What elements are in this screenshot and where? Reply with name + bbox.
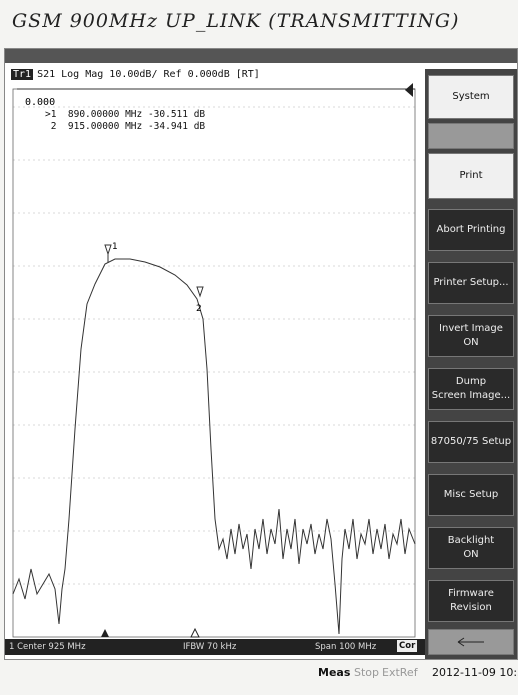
softkey[interactable]: Invert Image ON xyxy=(428,315,514,357)
softkey-label: Screen Image... xyxy=(431,390,511,401)
marker-readout: >1 890.00000 MHz -30.511 dB xyxy=(45,109,206,120)
return-icon xyxy=(457,637,484,647)
marker-readout: 2 915.00000 MHz -34.941 dB xyxy=(45,121,206,132)
stimulus-marker xyxy=(101,629,109,637)
menu-bar xyxy=(5,49,517,63)
handwritten-title: GSM 900MHz UP_LINK (TRANSMITTING) xyxy=(12,10,460,32)
center-freq: 1 Center 925 MHz xyxy=(9,642,86,652)
marker-tag: 1 xyxy=(112,242,118,252)
stimulus-marker xyxy=(190,627,200,638)
ref-level: 0.000 xyxy=(25,97,56,108)
softkey-label: Revision xyxy=(450,602,492,613)
softkey[interactable]: Dump Screen Image... xyxy=(428,368,514,410)
softkey-label: Dump xyxy=(455,376,487,387)
span: Span 100 MHz xyxy=(315,642,377,652)
softkey[interactable]: Abort Printing xyxy=(428,209,514,251)
grid xyxy=(13,106,415,585)
marker-tag: 2 xyxy=(196,304,202,314)
softkey-panel: System Print Abort Printing Printer Setu… xyxy=(425,69,517,659)
softkey[interactable]: Firmware Revision xyxy=(428,580,514,622)
ref-arrow xyxy=(405,83,413,97)
softkey[interactable]: 87050/75 Setup xyxy=(428,421,514,463)
softkey-title: System xyxy=(428,75,514,119)
plot-frame xyxy=(12,88,416,638)
status-meas: Meas xyxy=(318,666,351,679)
softkey-label: Invert Image xyxy=(439,323,503,334)
softkey[interactable]: Printer Setup... xyxy=(428,262,514,304)
softkey[interactable]: Backlight ON xyxy=(428,527,514,569)
softkey[interactable]: Misc Setup xyxy=(428,474,514,516)
status-stop: Stop xyxy=(354,666,380,679)
status-extref: ExtRef xyxy=(382,666,418,679)
softkey[interactable]: Print xyxy=(428,153,514,199)
cor-indicator: Cor xyxy=(397,640,418,652)
softkey-state: ON xyxy=(463,549,479,560)
analyzer-screen: Tr1 S21 Log Mag 10.00dB/ Ref 0.000dB [RT]… xyxy=(4,48,518,660)
status-time: 2012-11-09 10:34 xyxy=(432,666,518,679)
marker-2 xyxy=(196,286,204,298)
softkey-label: Backlight xyxy=(447,535,495,546)
softkey-blank xyxy=(428,123,514,149)
trace-header: Tr1 S21 Log Mag 10.00dB/ Ref 0.000dB [RT] xyxy=(11,69,260,80)
softkey-label: Firmware xyxy=(448,588,494,599)
marker-1 xyxy=(104,244,112,256)
trace-label: S21 Log Mag 10.00dB/ Ref 0.000dB [RT] xyxy=(37,69,260,80)
ifbw: IFBW 70 kHz xyxy=(183,642,237,652)
footer-bar: 1 Center 925 MHz IFBW 70 kHz Span 100 MH… xyxy=(5,639,425,655)
trace xyxy=(12,258,416,635)
plot: 1 2 xyxy=(12,83,416,638)
return-key[interactable] xyxy=(428,629,514,655)
trace-tab: Tr1 xyxy=(11,69,34,80)
softkey-state: ON xyxy=(463,337,479,348)
